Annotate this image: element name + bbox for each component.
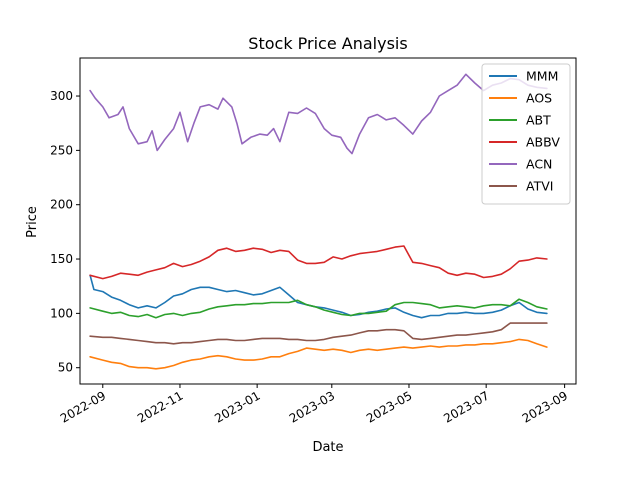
series-line-aos [89, 338, 548, 370]
series-lines [89, 73, 548, 370]
legend-label-aos: AOS [526, 91, 552, 106]
x-tick-label: 2023-01 [212, 388, 262, 425]
y-tick-label: 200 [50, 198, 73, 212]
legend-label-abbv: ABBV [526, 135, 560, 150]
x-tick-label: 2023-05 [364, 388, 414, 425]
x-tick-label: 2023-03 [287, 388, 337, 425]
plot-frame [79, 57, 577, 385]
y-axis: 50 100 150 200 250 300 [50, 89, 80, 375]
chart-title: Stock Price Analysis [248, 34, 407, 53]
x-tick-label: 2022-11 [135, 388, 185, 425]
series-line-atvi [89, 322, 548, 345]
x-tick-label: 2023-09 [520, 388, 570, 425]
y-tick-label: 250 [50, 143, 73, 157]
series-line-abt [89, 298, 548, 319]
series-line-acn [89, 73, 548, 155]
legend-label-abt: ABT [526, 113, 551, 128]
x-tick-label: 2023-07 [441, 388, 491, 425]
y-axis-label: Price [25, 206, 40, 238]
legend-label-mmm: MMM [526, 69, 558, 84]
series-line-abbv [89, 245, 548, 280]
legend-label-acn: ACN [526, 157, 552, 172]
x-axis: 2022-09 2022-11 2023-01 2023-03 2023-05 2023-… [58, 384, 570, 426]
y-tick-label: 50 [58, 361, 73, 375]
legend-label-atvi: ATVI [526, 179, 553, 194]
x-axis-label: Date [312, 440, 343, 455]
legend: MMM AOS ABT ABBV ACN ATVI [481, 63, 571, 205]
y-tick-label: 300 [50, 89, 73, 103]
y-tick-label: 100 [50, 306, 73, 320]
x-tick-label: 2022-09 [58, 388, 108, 425]
y-tick-label: 150 [50, 252, 73, 266]
